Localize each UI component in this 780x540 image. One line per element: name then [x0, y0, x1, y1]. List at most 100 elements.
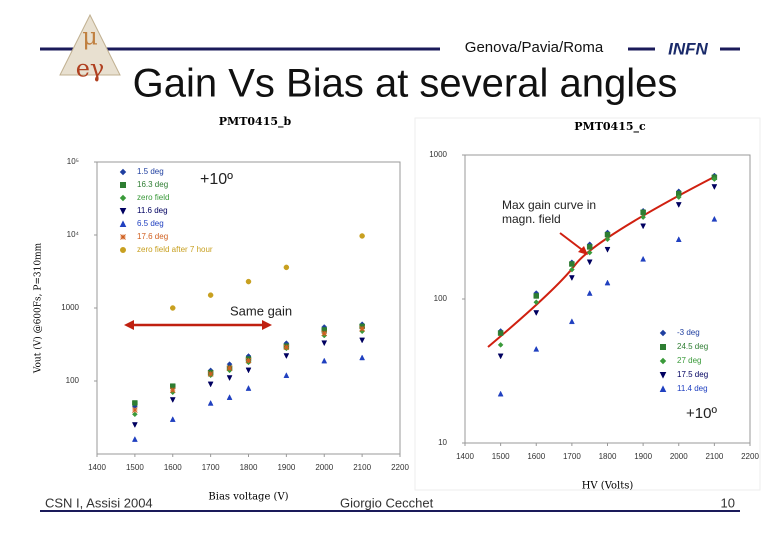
x-axis-label: HV (Volts) [582, 481, 634, 492]
legend-label: zero field [137, 193, 169, 202]
data-point [132, 407, 138, 413]
data-point [226, 375, 233, 382]
logo-text: eγ [76, 55, 105, 83]
x-tick-label: 1700 [563, 452, 581, 461]
x-tick-label: 2200 [741, 452, 759, 461]
data-point [283, 353, 290, 360]
data-point [283, 264, 290, 271]
y-tick-label: 10⁵ [67, 157, 79, 166]
x-tick-label: 1500 [126, 463, 144, 472]
data-point [207, 399, 214, 406]
data-point [569, 266, 575, 273]
data-point [497, 342, 504, 348]
data-point [226, 394, 233, 400]
arrow-head [578, 246, 588, 255]
logo-text: μ [82, 23, 98, 51]
x-tick-label: 1400 [456, 452, 474, 461]
legend-label: 17.5 deg [677, 370, 708, 379]
data-point [169, 397, 176, 404]
legend-label: 16.3 deg [137, 180, 168, 189]
data-point [131, 436, 138, 442]
legend-label: 11.4 deg [677, 384, 708, 393]
data-point [207, 292, 214, 298]
legend-label: 17.6 deg [137, 232, 168, 241]
y-tick-label: 10⁴ [67, 230, 80, 239]
legend-marker [120, 182, 126, 188]
arrow [559, 232, 586, 253]
x-tick-label: 1600 [527, 452, 545, 461]
legend-marker [120, 234, 126, 240]
header-text: Genova/Pavia/Roma [465, 39, 604, 56]
data-point [283, 372, 290, 378]
x-tick-label: 1600 [164, 463, 182, 472]
arrow-head [262, 320, 272, 330]
data-point [675, 202, 682, 208]
data-point [131, 422, 138, 429]
legend-marker [660, 344, 666, 350]
max-gain-curve [487, 175, 717, 348]
y-tick-label: 100 [434, 294, 448, 303]
legend-marker [659, 372, 667, 379]
y-tick-label: 1000 [429, 150, 447, 159]
data-point [170, 383, 176, 389]
data-point [321, 330, 328, 337]
data-point [711, 184, 718, 191]
data-point [604, 279, 611, 286]
legend-marker [119, 168, 127, 176]
data-point [533, 345, 540, 352]
footer-center: Giorgio Cecchet [340, 495, 434, 510]
legend-label: 11.6 deg [137, 206, 168, 215]
data-point [245, 278, 252, 285]
x-tick-label: 1900 [277, 463, 295, 472]
page-number: 10 [721, 495, 735, 510]
data-point [321, 327, 327, 333]
data-point [359, 325, 365, 332]
data-point [207, 371, 214, 377]
legend-label: 24.5 deg [677, 342, 708, 351]
x-tick-label: 2200 [391, 463, 409, 472]
data-point [586, 244, 593, 250]
data-point [207, 381, 214, 388]
legend-label: 1.5 deg [137, 167, 164, 176]
data-point [604, 246, 611, 253]
annotation: +10º [686, 405, 717, 422]
data-point [640, 223, 647, 230]
data-point [497, 353, 504, 360]
chart-title: PMT0415_c [574, 120, 646, 134]
legend-marker [119, 220, 127, 227]
x-tick-label: 1800 [240, 463, 258, 472]
data-point [132, 400, 138, 406]
y-tick-label: 1000 [61, 303, 79, 312]
legend-marker [119, 208, 127, 215]
chart-panel [414, 117, 761, 491]
data-point [533, 310, 540, 317]
data-point [245, 385, 252, 391]
logo-infn: INFN [668, 39, 708, 58]
data-point [359, 337, 366, 344]
data-point [640, 209, 646, 216]
data-point [640, 214, 646, 221]
x-tick-label: 2100 [705, 452, 723, 461]
legend-label: zero field after 7 hour [137, 245, 213, 254]
footer-left: CSN I, Assisi 2004 [45, 495, 153, 510]
data-point [359, 233, 365, 239]
x-tick-label: 1900 [634, 452, 652, 461]
y-tick-label: 10 [438, 438, 447, 447]
data-point [675, 236, 682, 242]
data-point [586, 259, 593, 266]
legend-marker [659, 357, 667, 365]
data-point [169, 416, 176, 422]
data-point [321, 357, 328, 364]
data-point [359, 354, 366, 361]
data-point [497, 390, 504, 397]
legend-label: 6.5 deg [137, 219, 164, 228]
data-point [569, 261, 575, 267]
data-point [321, 340, 328, 347]
data-point [568, 318, 575, 325]
data-point [604, 236, 611, 243]
annotation: Same gain [230, 303, 292, 318]
annotation: +10º [200, 171, 233, 188]
data-point [169, 387, 176, 393]
data-point [170, 305, 176, 311]
slide-title: Gain Vs Bias at several angles [133, 62, 678, 106]
